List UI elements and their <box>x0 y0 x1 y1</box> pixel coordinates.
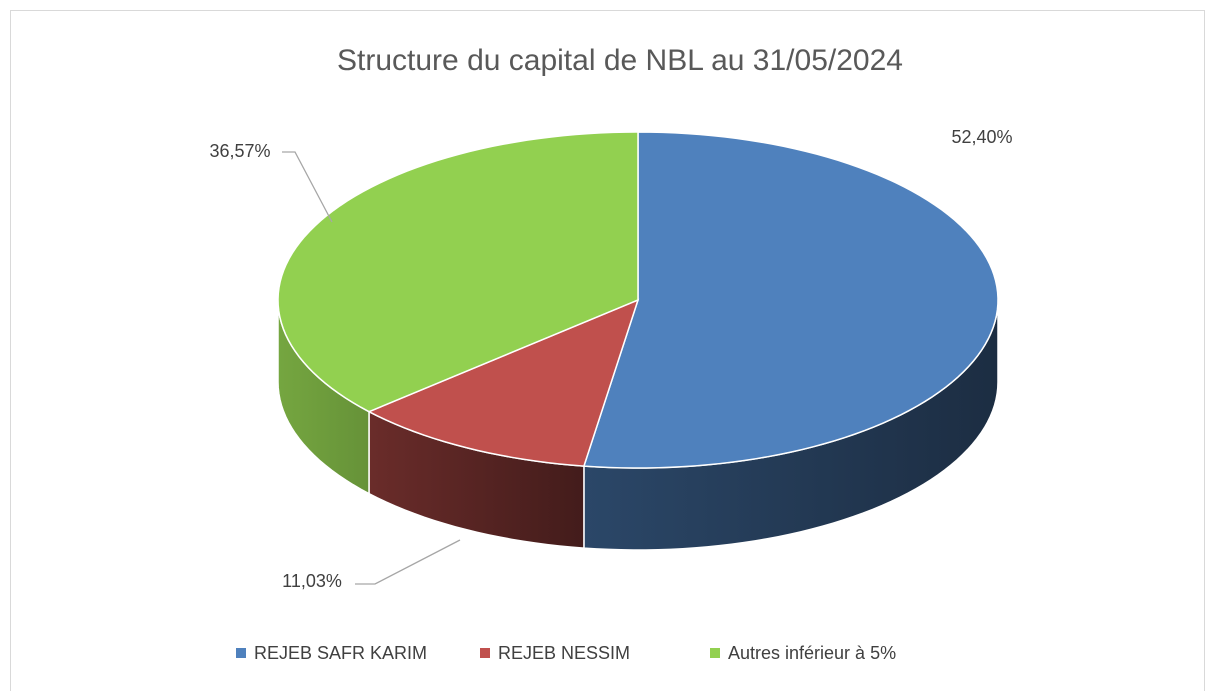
data-label: 52,40% <box>951 127 1012 147</box>
data-label: 36,57% <box>209 141 270 161</box>
leader-line <box>355 539 461 585</box>
pie-slice <box>582 131 999 469</box>
legend-swatch <box>480 648 490 658</box>
legend-swatch <box>710 648 720 658</box>
data-label: 11,03% <box>282 571 342 591</box>
legend-swatch <box>236 648 246 658</box>
legend-label: REJEB SAFR KARIM <box>254 643 427 663</box>
chart-title: Structure du capital de NBL au 31/05/202… <box>337 44 903 77</box>
pie-slice <box>367 298 640 467</box>
pie-slice <box>277 131 639 413</box>
legend-label: REJEB NESSIM <box>498 643 630 663</box>
legend-label: Autres inférieur à 5% <box>728 643 896 663</box>
leader-line <box>282 151 333 223</box>
